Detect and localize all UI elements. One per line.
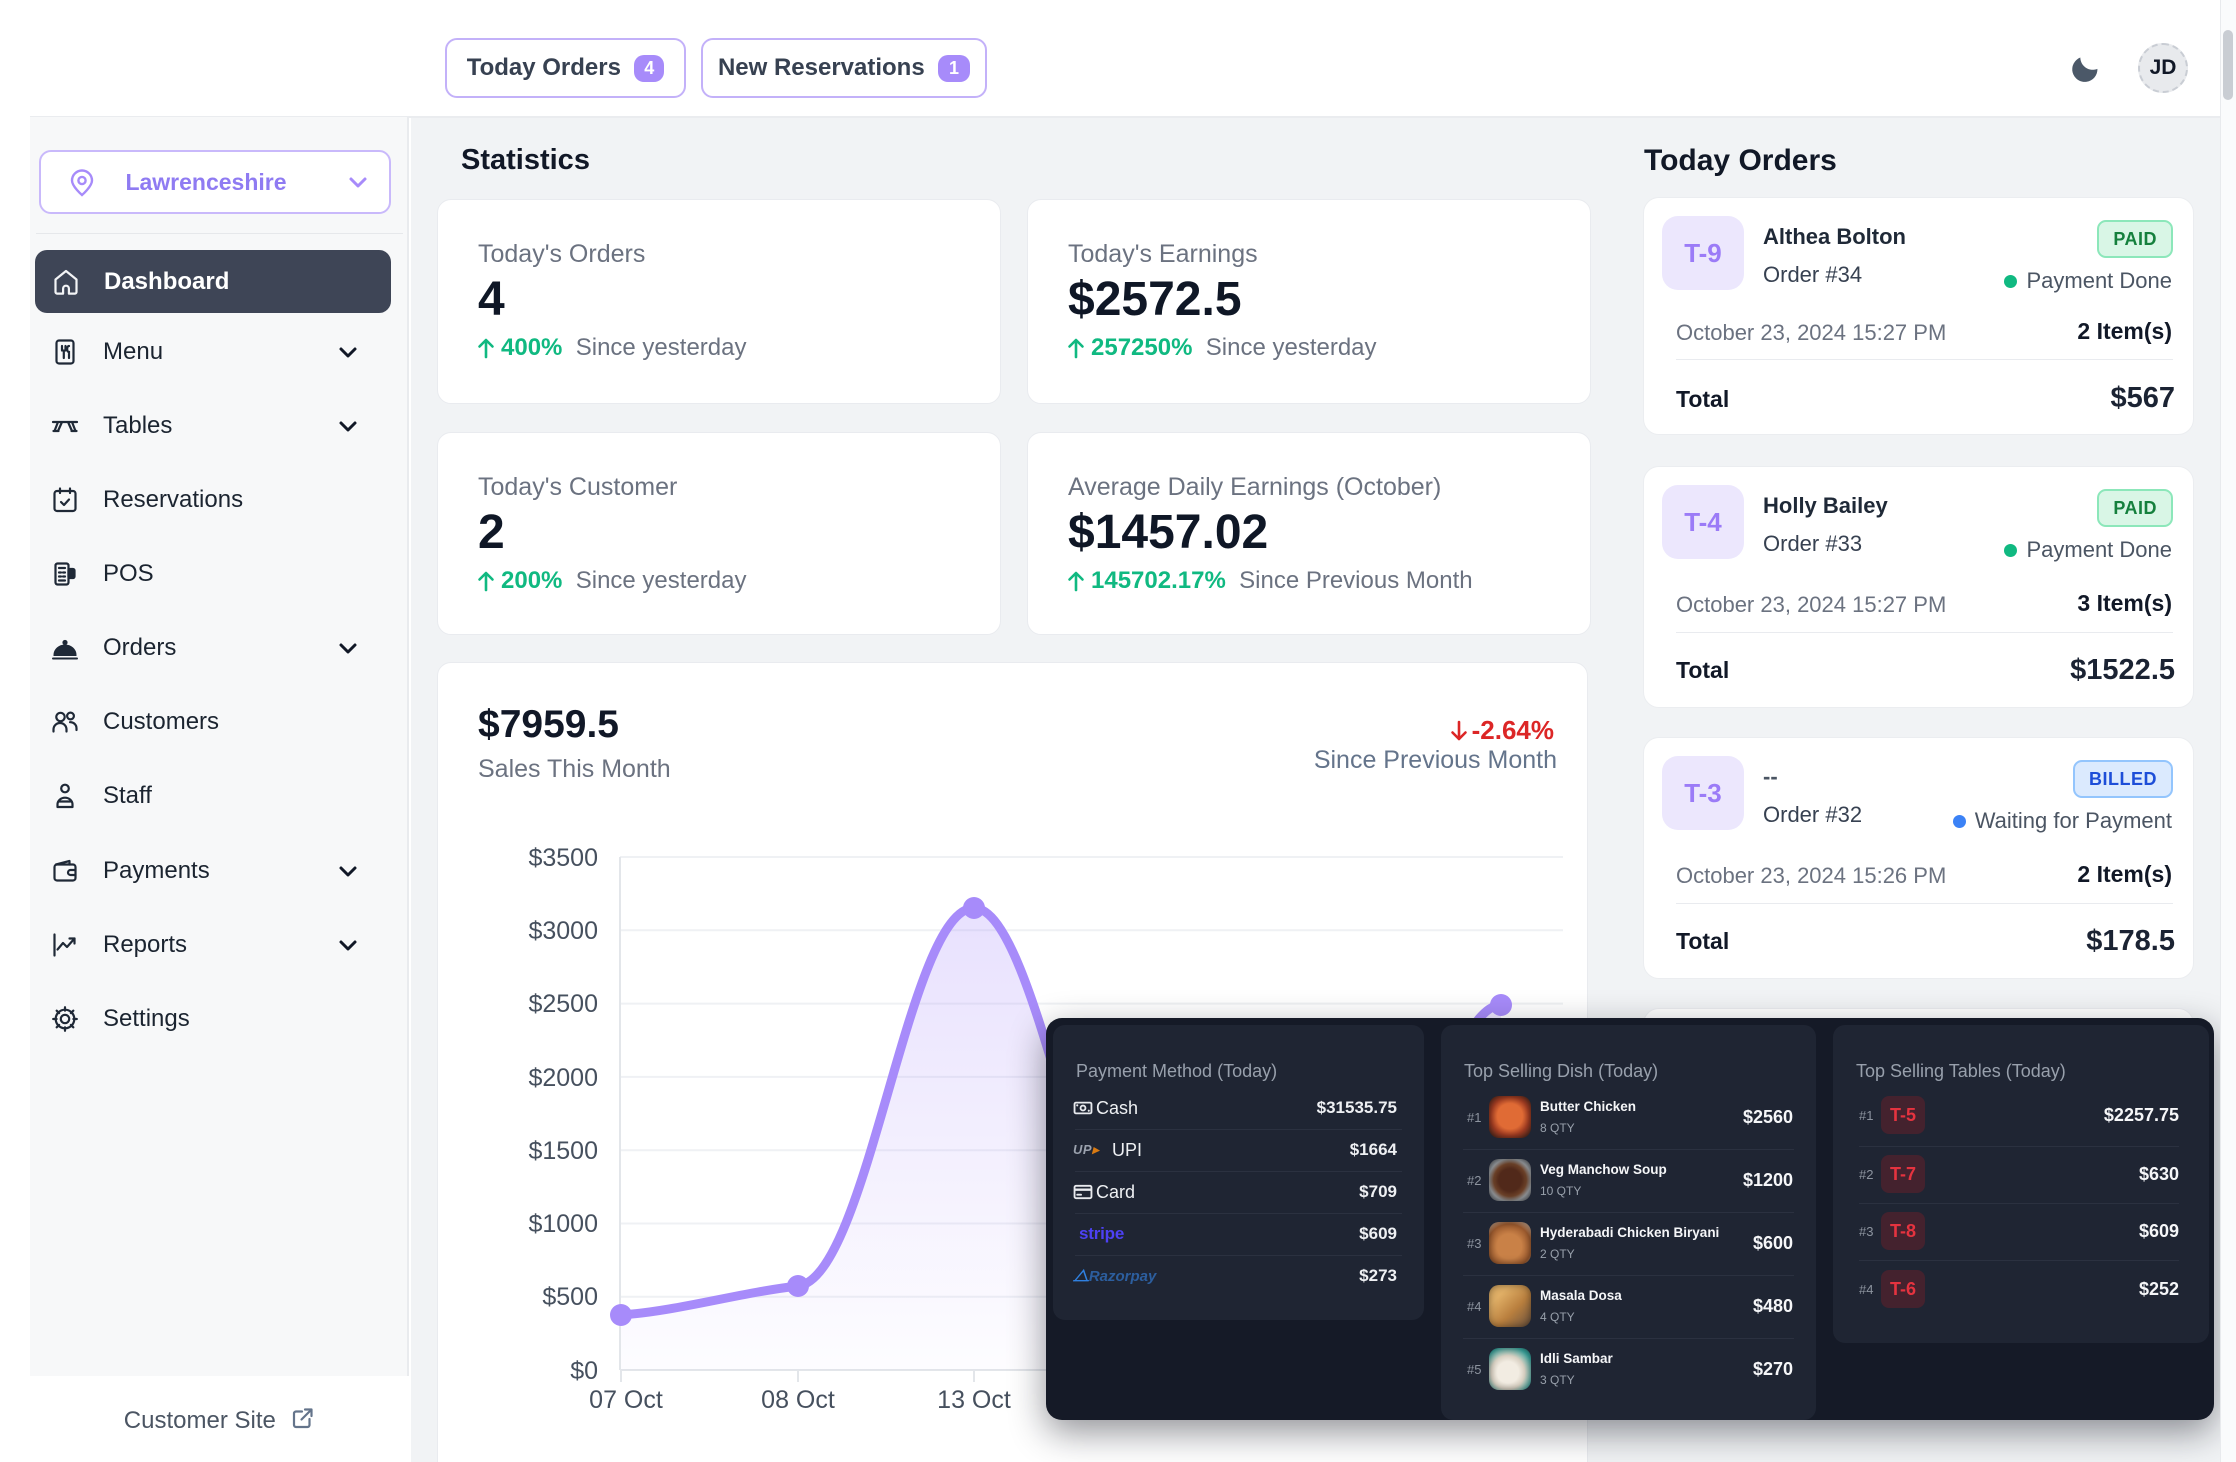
svg-text:$500: $500 xyxy=(542,1283,598,1311)
svg-text:13 Oct: 13 Oct xyxy=(937,1386,1011,1414)
svg-text:$3500: $3500 xyxy=(528,844,598,872)
svg-text:07 Oct: 07 Oct xyxy=(589,1386,663,1414)
svg-text:$3000: $3000 xyxy=(528,917,598,945)
svg-text:$2000: $2000 xyxy=(528,1064,598,1092)
svg-text:$1500: $1500 xyxy=(528,1137,598,1165)
svg-text:$0: $0 xyxy=(570,1357,598,1385)
svg-text:$2500: $2500 xyxy=(528,990,598,1018)
svg-text:08 Oct: 08 Oct xyxy=(761,1386,835,1414)
svg-text:$1000: $1000 xyxy=(528,1210,598,1238)
